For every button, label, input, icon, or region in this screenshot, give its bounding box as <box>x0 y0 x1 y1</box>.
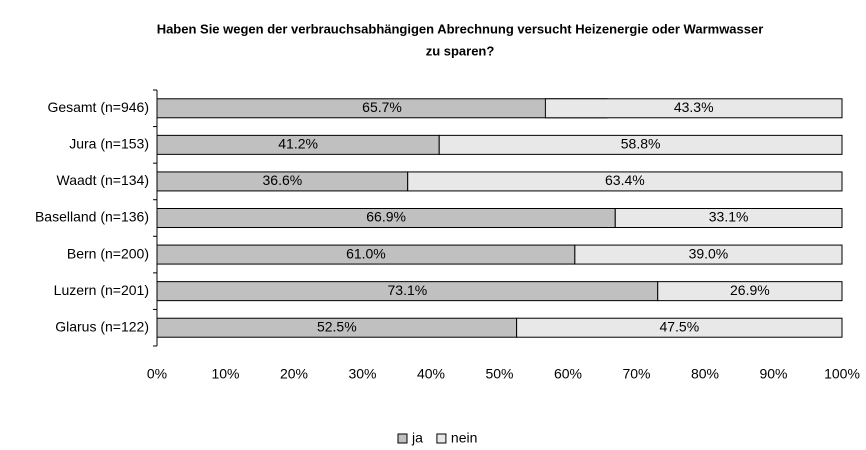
y-tick-label: Waadt (n=134) <box>57 172 149 188</box>
chart-title: zu sparen? <box>426 43 495 58</box>
x-tick-label: 50% <box>485 366 513 382</box>
y-tick-label: Gesamt (n=946) <box>47 99 149 115</box>
x-tick-label: 0% <box>147 366 167 382</box>
bar-segment <box>516 317 843 338</box>
data-label: 43.3% <box>674 99 714 115</box>
y-tick-label: Baselland (n=136) <box>35 209 149 225</box>
bar-segment <box>574 244 843 265</box>
x-tick-label: 80% <box>691 366 719 382</box>
y-tick-label: Luzern (n=201) <box>54 282 149 298</box>
x-tick-label: 70% <box>622 366 650 382</box>
x-tick-label: 30% <box>348 366 376 382</box>
legend-swatch <box>397 433 408 444</box>
data-label: 58.8% <box>621 136 661 152</box>
data-label: 61.0% <box>346 245 386 261</box>
x-tick-label: 10% <box>211 366 239 382</box>
data-label: 63.4% <box>605 172 645 188</box>
data-label: 26.9% <box>730 282 770 298</box>
data-label: 47.5% <box>659 318 699 334</box>
legend-swatch <box>436 433 447 444</box>
legend-label: ja <box>411 430 423 446</box>
x-tick-label: 100% <box>824 366 860 382</box>
data-label: 41.2% <box>278 136 318 152</box>
y-tick-label: Jura (n=153) <box>69 136 149 152</box>
data-label: 65.7% <box>362 99 402 115</box>
bar-segment <box>614 208 843 228</box>
data-label: 36.6% <box>263 172 303 188</box>
chart-title: Haben Sie wegen der verbrauchsabhängigen… <box>157 21 764 36</box>
data-label: 33.1% <box>709 209 749 225</box>
data-label: 66.9% <box>366 209 406 225</box>
x-tick-label: 40% <box>417 366 445 382</box>
legend-label: nein <box>451 430 477 446</box>
bar-segment <box>438 134 843 155</box>
y-tick-label: Bern (n=200) <box>67 245 149 261</box>
data-label: 39.0% <box>689 245 729 261</box>
data-label: 52.5% <box>317 318 357 334</box>
data-label: 73.1% <box>388 282 428 298</box>
bar-segment <box>407 171 843 192</box>
x-tick-label: 90% <box>759 366 787 382</box>
bar-segment <box>544 98 843 119</box>
y-tick-label: Glarus (n=122) <box>55 318 149 334</box>
bar-segment <box>657 281 843 302</box>
x-tick-label: 20% <box>280 366 308 382</box>
x-tick-label: 60% <box>554 366 582 382</box>
